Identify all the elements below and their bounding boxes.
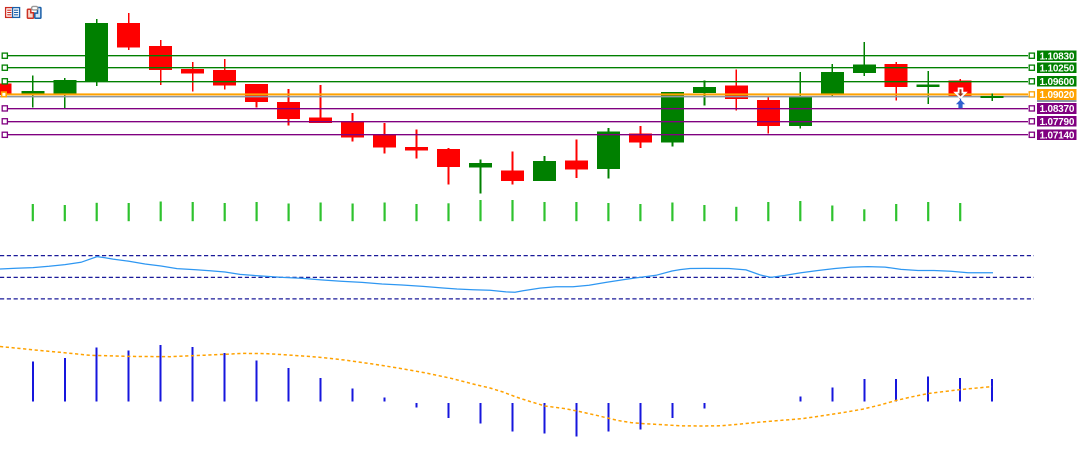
svg-text:1.10250: 1.10250 (1040, 63, 1075, 74)
svg-text:1.07790: 1.07790 (1040, 117, 1075, 128)
svg-text:1.10830: 1.10830 (1040, 51, 1075, 62)
svg-text:1.09600: 1.09600 (1040, 77, 1075, 88)
svg-text:1.08370: 1.08370 (1040, 104, 1075, 115)
svg-text:1.09020: 1.09020 (1040, 90, 1075, 101)
svg-text:1.07140: 1.07140 (1040, 131, 1075, 142)
